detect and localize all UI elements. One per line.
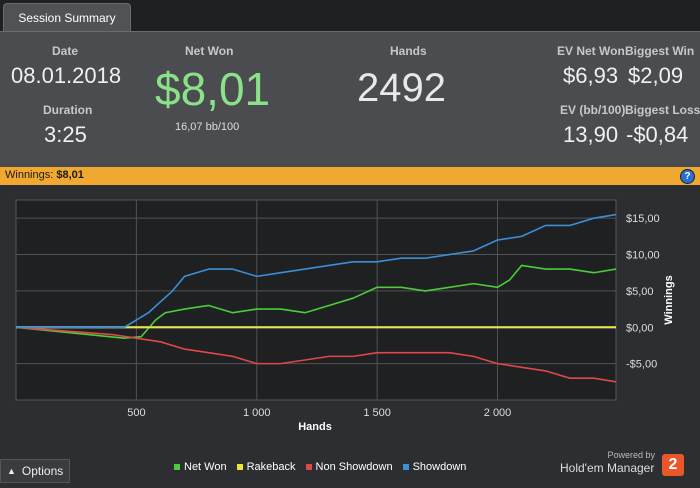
y-tick-label: $15,00 — [626, 213, 660, 225]
winnings-label: Winnings: — [5, 169, 54, 181]
x-axis-label: Hands — [298, 421, 332, 433]
biggest-win-label: Biggest Win — [625, 44, 695, 58]
net-won-label: Net Won — [185, 44, 234, 58]
series-line-non-showdown — [15, 326, 617, 383]
winnings-strip: Winnings: $8,01 ? — [0, 167, 700, 185]
winnings-caption: Winnings: $8,01 — [5, 169, 84, 181]
legend-swatch — [402, 464, 409, 470]
tab-session-summary[interactable]: Session Summary — [3, 3, 131, 31]
options-label: Options — [21, 464, 64, 478]
legend-label: Non Showdown — [315, 461, 393, 473]
x-tick-label: 2 000 — [484, 407, 512, 419]
biggest-loss-value: -$0,84 — [626, 122, 689, 147]
chevron-up-icon: ▲ — [7, 466, 16, 476]
y-tick-label: -$5,00 — [626, 359, 657, 371]
chart-legend: Net Won Rakeback Non Showdown Showdown — [174, 461, 466, 473]
net-won-rate: 16,07 bb/100 — [175, 121, 240, 133]
legend-label: Showdown — [412, 461, 467, 473]
options-button[interactable]: ▲ Options — [0, 459, 70, 483]
duration-label: Duration — [43, 103, 93, 117]
legend-item-showdown[interactable]: Showdown — [402, 461, 467, 473]
ev-net-won-label: EV Net Won — [557, 44, 625, 58]
winnings-chart: 500 1 000 1 500 2 000 $15,00 $10,00 $5,00 $0,0… — [0, 185, 700, 483]
ev-bb-value: 13,90 — [563, 122, 619, 147]
x-tick-label: 1 000 — [243, 407, 271, 419]
y-tick-label: $10,00 — [626, 250, 660, 262]
x-tick-label: 1 500 — [363, 407, 391, 419]
biggest-win-value: $2,09 — [628, 63, 684, 88]
powered-by: Powered by Hold'em Manager 2 — [560, 450, 698, 482]
ev-bb-label: EV (bb/100) — [560, 103, 626, 117]
y-axis-label: Winnings — [663, 275, 675, 324]
stats-panel: Date 08.01.2018 Duration 3:25 Net Won $8… — [0, 31, 700, 168]
legend-item-rakeback[interactable]: Rakeback — [236, 461, 296, 473]
hands-value: 2492 — [357, 66, 446, 110]
biggest-loss-label: Biggest Loss — [625, 103, 700, 117]
hands-label: Hands — [390, 44, 427, 58]
x-tick-label: 500 — [127, 407, 145, 419]
brand-name: Hold'em Manager — [560, 461, 655, 475]
winnings-chart-svg: 500 1 000 1 500 2 000 $15,00 $10,00 $5,00 $0,0… — [15, 199, 675, 433]
y-tick-label: $0,00 — [626, 322, 654, 334]
brand-logo-icon: 2 — [662, 454, 684, 476]
winnings-value: $8,01 — [56, 169, 84, 181]
question-icon[interactable]: ? — [680, 169, 695, 184]
plot-area — [15, 199, 617, 401]
net-won-value: $8,01 — [155, 63, 271, 115]
legend-swatch — [305, 464, 312, 470]
legend-label: Net Won — [184, 461, 227, 473]
date-label: Date — [52, 44, 79, 58]
series-line-net-won — [15, 264, 617, 339]
ev-net-won-value: $6,93 — [563, 63, 619, 88]
y-tick-label: $5,00 — [626, 286, 654, 298]
legend-label: Rakeback — [246, 461, 296, 473]
series-line-showdown — [16, 213, 617, 329]
legend-item-non-showdown[interactable]: Non Showdown — [305, 461, 393, 473]
tab-bar: Session Summary — [0, 0, 700, 31]
powered-by-label: Powered by — [607, 450, 655, 460]
legend-swatch — [174, 464, 180, 470]
duration-value: 3:25 — [44, 122, 87, 147]
legend-swatch — [236, 464, 243, 470]
legend-item-net-won[interactable]: Net Won — [174, 461, 227, 473]
date-value: 08.01.2018 — [11, 63, 122, 88]
